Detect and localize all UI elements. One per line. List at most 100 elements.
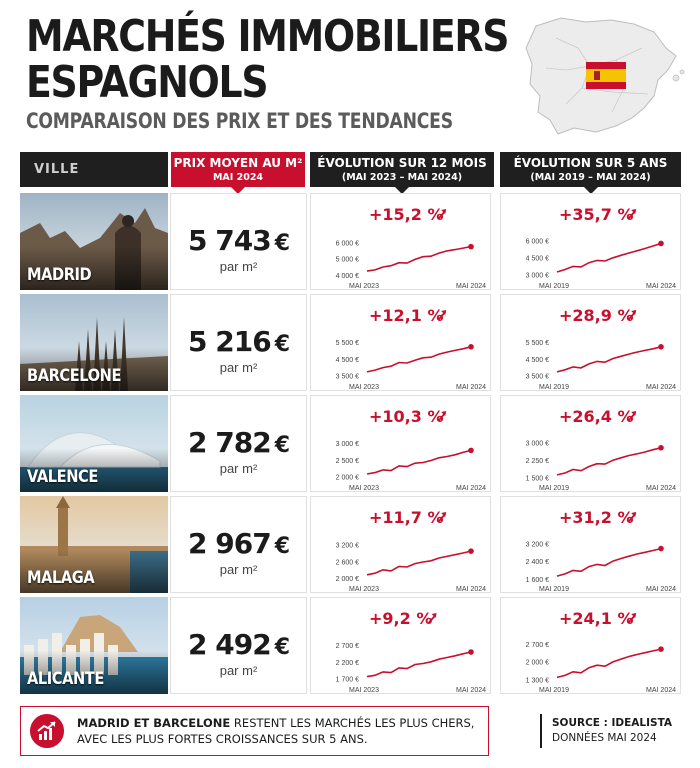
y-tick-label: 3 200 € [336,543,359,550]
column-header-city: VILLE [20,152,168,187]
trend-up-arrow-icon [627,512,637,523]
change-label-m12: +12,1 % [369,306,443,325]
source-line-1: SOURCE : IDEALISTA [552,717,673,729]
footer-callout: MADRID ET BARCELONE RESTENT LES MARCHÉS … [20,706,489,756]
city-photo: ALICANTE [20,597,168,694]
x-tick-start: MAI 2023 [349,687,379,694]
series-end-point [468,548,474,554]
x-tick-end: MAI 2024 [456,485,486,492]
x-tick-end: MAI 2024 [646,687,676,694]
chart-5-years: +31,2 % 3 200 € 2 400 € 1 600 € MAI 2019 MAI … [500,496,681,593]
y-tick-label: 2 700 € [336,643,359,650]
chart-5-years: +35,7 % 6 000 € 4 500 € 3 000 € MAI 2019 MAI … [500,193,681,290]
price-currency: € [274,231,290,256]
y-tick-label: 3 000 € [526,273,549,280]
city-photo: MADRID [20,193,168,290]
y-tick-label: 3 000 € [336,441,359,448]
price-value: 2 492 € [171,628,306,661]
change-label-y5: +26,4 % [559,407,633,426]
chart-12-months: +15,2 % 6 000 € 5 000 € 4 000 € MAI 2023 MAI … [310,193,491,290]
source-divider [540,714,542,748]
spain-map-icon [525,17,685,135]
price-cell: 2 782 € par m² [170,395,307,492]
y-tick-label: 3 200 € [526,541,549,548]
footer-text-line1: RESTENT LES MARCHÉS LES PLUS CHERS, [230,716,475,730]
price-value: 2 967 € [171,527,306,560]
x-tick-end: MAI 2024 [646,384,676,391]
column-header-5-years: ÉVOLUTION SUR 5 ANS (MAI 2019 – MAI 2024… [500,152,681,194]
y-tick-label: 4 500 € [336,357,359,364]
footer-text-line2: AVEC LES PLUS FORTES CROISSANCES SUR 5 A… [77,732,368,746]
table-row: ALICANTE 2 492 € par m² +9,2 % 2 700 € 2 200 €… [20,597,681,694]
y-tick-label: 1 600 € [526,577,549,584]
chart-5-years: +26,4 % 3 000 € 2 250 € 1 500 € MAI 2019 MAI … [500,395,681,492]
trend-up-arrow-icon [427,613,437,624]
x-tick-end: MAI 2024 [456,687,486,694]
table-row: VALENCE 2 782 € par m² +10,3 % 3 000 € 2 500 €… [20,395,681,492]
series-line-m12 [366,550,472,576]
city-photo: BARCELONE [20,294,168,391]
change-label-y5: +35,7 % [559,205,633,224]
column-header-city-label: VILLE [34,162,80,177]
price-currency: € [274,635,290,660]
series-line-m12 [366,346,472,373]
chart-12-months: +10,3 % 3 000 € 2 500 € 2 000 € MAI 2023 MAI … [310,395,491,492]
y-tick-label: 2 600 € [336,559,359,566]
price-number: 2 492 [188,628,272,661]
chart-5-years: +24,1 % 2 700 € 2 000 € 1 300 € MAI 2019 MAI … [500,597,681,694]
chart-12-months: +12,1 % 5 500 € 4 500 € 3 500 € MAI 2023 MAI … [310,294,491,391]
series-line-y5 [556,447,662,476]
price-currency: € [274,433,290,458]
column-header-price: PRIX MOYEN AU M² MAI 2024 [171,152,305,194]
series-line-y5 [556,346,662,373]
city-photo: MALAGA [20,496,168,593]
column-header-5-years-line2: (MAI 2019 – MAI 2024) [530,172,651,183]
table-row: MALAGA 2 967 € par m² +11,7 % 3 200 € 2 600 € 2… [20,496,681,593]
change-label-y5: +31,2 % [559,508,633,527]
series-end-point [468,649,474,655]
price-cell: 2 492 € par m² [170,597,307,694]
y-tick-label: 5 000 € [336,257,359,264]
city-name: MADRID [27,265,92,285]
y-tick-label: 2 000 € [336,576,359,583]
city-name: VALENCE [27,467,98,487]
series-end-point [658,344,664,350]
trend-up-arrow-icon [627,310,637,321]
x-tick-start: MAI 2019 [539,384,569,391]
y-tick-label: 2 250 € [526,458,549,465]
chart-5-years: +28,9 % 5 500 € 4 500 € 3 500 € MAI 2019 MAI … [500,294,681,391]
y-tick-label: 2 700 € [526,642,549,649]
column-header-price-line2: MAI 2024 [212,172,264,183]
trend-up-arrow-icon [627,613,637,624]
trend-up-arrow-icon [437,512,447,523]
trend-up-arrow-icon [437,209,447,220]
y-tick-label: 2 000 € [526,660,549,667]
source-line-2: DONNÉES MAI 2024 [552,732,657,744]
series-end-point [658,240,664,247]
source-note: SOURCE : IDEALISTA DONNÉES MAI 2024 [552,716,672,746]
x-tick-start: MAI 2023 [349,384,379,391]
city-name: BARCELONE [27,366,122,386]
trend-up-arrow-icon [627,411,637,422]
change-label-y5: +24,1 % [559,609,633,628]
series-line-m12 [366,449,472,475]
x-tick-end: MAI 2024 [646,283,676,290]
series-line-y5 [556,242,662,273]
series-end-point [658,444,664,451]
y-tick-label: 6 000 € [336,240,359,247]
x-tick-start: MAI 2019 [539,283,569,290]
series-line-m12 [366,245,472,272]
footer-text-bold: MADRID ET BARCELONE [77,716,231,730]
chart-12-months: +11,7 % 3 200 € 2 600 € 2 000 € MAI 2023 MAI … [310,496,491,593]
series-end-point [658,545,664,552]
y-tick-label: 1 500 € [526,476,549,483]
price-cell: 5 743 € par m² [170,193,307,290]
y-tick-label: 3 000 € [526,441,549,448]
series-line-m12 [366,651,472,678]
price-unit: par m² [219,259,258,274]
y-tick-label: 2 400 € [526,559,549,566]
price-number: 5 216 [188,325,272,358]
price-value: 5 743 € [171,224,306,257]
price-unit: par m² [219,461,258,476]
x-tick-start: MAI 2023 [349,283,379,290]
